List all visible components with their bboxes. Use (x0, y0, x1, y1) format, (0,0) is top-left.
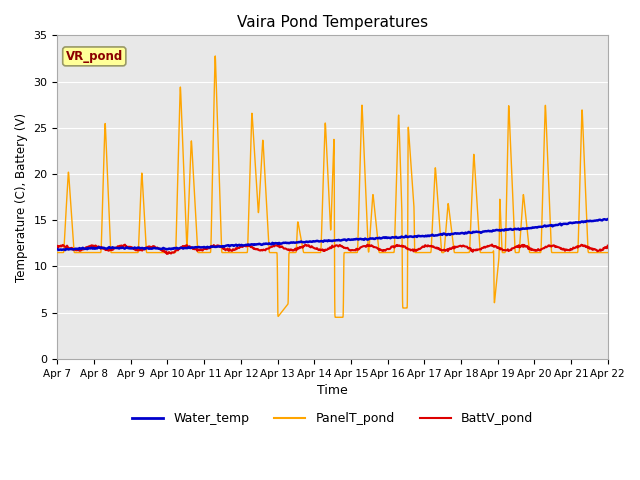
Legend: Water_temp, PanelT_pond, BattV_pond: Water_temp, PanelT_pond, BattV_pond (127, 407, 538, 430)
Y-axis label: Temperature (C), Battery (V): Temperature (C), Battery (V) (15, 112, 28, 282)
Title: Vaira Pond Temperatures: Vaira Pond Temperatures (237, 15, 428, 30)
X-axis label: Time: Time (317, 384, 348, 397)
Text: VR_pond: VR_pond (66, 50, 123, 63)
